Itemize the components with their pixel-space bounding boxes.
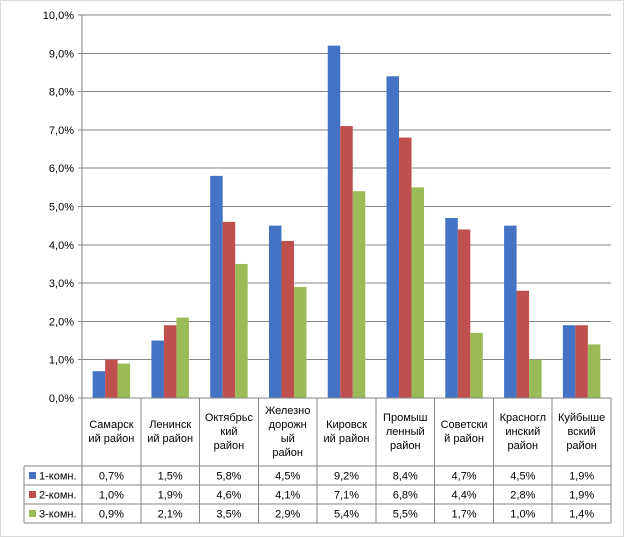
bar-2-комн. bbox=[399, 137, 412, 398]
data-label: 8,4% bbox=[393, 471, 418, 483]
category-label: ленный bbox=[386, 426, 425, 438]
y-tick-label: 6,0% bbox=[49, 163, 74, 175]
y-tick-label: 2,0% bbox=[49, 316, 74, 328]
category-label: район bbox=[214, 440, 245, 452]
y-tick-label: 0,0% bbox=[49, 393, 74, 405]
y-tick-label: 3,0% bbox=[49, 278, 74, 290]
bar-1-комн. bbox=[151, 340, 164, 398]
bar-3-комн. bbox=[293, 286, 307, 398]
y-tick-label: 5,0% bbox=[49, 202, 74, 214]
category-label: Октябрьс bbox=[205, 412, 254, 424]
data-label: 2,8% bbox=[510, 490, 535, 502]
data-label: 5,8% bbox=[216, 471, 241, 483]
data-label: 2,9% bbox=[275, 509, 300, 521]
y-tick-label: 10,0% bbox=[43, 10, 74, 22]
bar-1-комн. bbox=[504, 225, 517, 398]
bar-3-комн. bbox=[235, 263, 248, 398]
y-tick-label: 9,0% bbox=[49, 48, 74, 60]
legend-key-1-комн. bbox=[29, 472, 36, 479]
data-label: 4,5% bbox=[275, 471, 300, 483]
bar-2-комн. bbox=[222, 221, 236, 398]
category-label: район bbox=[566, 440, 597, 452]
category-label: Куйбыше bbox=[558, 412, 605, 424]
data-label: 2,1% bbox=[158, 509, 183, 521]
category-label: Кировск bbox=[326, 419, 367, 431]
category-label: ий район bbox=[88, 433, 134, 445]
bar-3-комн. bbox=[529, 359, 542, 398]
data-label: 1,9% bbox=[569, 490, 594, 502]
category-label: дорожн bbox=[269, 419, 307, 431]
legend-label: 1-комн. bbox=[39, 471, 77, 483]
bar-2-комн. bbox=[457, 229, 471, 398]
bar-1-комн. bbox=[210, 175, 223, 398]
data-label: 1,0% bbox=[510, 509, 535, 521]
data-label: 5,4% bbox=[334, 509, 359, 521]
data-label: 4,4% bbox=[452, 490, 477, 502]
category-label: й район bbox=[444, 433, 484, 445]
category-label: Железно bbox=[265, 405, 310, 417]
bar-3-комн. bbox=[176, 317, 189, 398]
y-tick-label: 7,0% bbox=[49, 125, 74, 137]
bar-1-комн. bbox=[268, 225, 282, 398]
legend-key-3-комн. bbox=[29, 510, 36, 517]
y-tick-label: 8,0% bbox=[49, 87, 74, 99]
data-label: 9,2% bbox=[334, 471, 359, 483]
bar-3-комн. bbox=[411, 187, 425, 398]
legend-label: 3-комн. bbox=[39, 509, 77, 521]
category-label: ый bbox=[281, 433, 295, 445]
data-label: 3,5% bbox=[216, 509, 241, 521]
bar-1-комн. bbox=[562, 325, 576, 398]
bar-1-комн. bbox=[327, 45, 341, 398]
category-label: Промыш bbox=[383, 412, 428, 424]
data-label: 4,6% bbox=[216, 490, 241, 502]
bar-2-комн. bbox=[281, 240, 294, 398]
category-label: Ленинск bbox=[149, 419, 191, 431]
category-label: инский bbox=[505, 426, 540, 438]
category-label: вский bbox=[567, 426, 595, 438]
bar-2-комн. bbox=[163, 325, 177, 398]
bar-1-комн. bbox=[386, 76, 400, 398]
bar-1-комн. bbox=[445, 217, 458, 398]
legend-label: 2-комн. bbox=[39, 490, 77, 502]
category-label: район bbox=[272, 447, 303, 459]
category-label: Красногл bbox=[500, 412, 547, 424]
y-tick-label: 1,0% bbox=[49, 355, 74, 367]
data-label: 4,1% bbox=[275, 490, 300, 502]
bar-2-комн. bbox=[340, 126, 353, 398]
bar-3-комн. bbox=[352, 191, 366, 398]
bar-3-комн. bbox=[117, 363, 131, 398]
legend-key-2-комн. bbox=[29, 491, 36, 498]
bar-1-комн. bbox=[92, 371, 106, 398]
category-label: Самарск bbox=[89, 419, 133, 431]
category-label: кий bbox=[220, 426, 237, 438]
data-label: 0,9% bbox=[99, 509, 124, 521]
bar-3-комн. bbox=[470, 332, 483, 398]
data-label: 1,9% bbox=[158, 490, 183, 502]
data-label: 1,4% bbox=[569, 509, 594, 521]
data-label: 0,7% bbox=[99, 471, 124, 483]
bar-2-комн. bbox=[575, 325, 588, 398]
data-label: 4,7% bbox=[452, 471, 477, 483]
category-label: район bbox=[508, 440, 539, 452]
category-label: Советски bbox=[441, 419, 488, 431]
bar-2-комн. bbox=[105, 359, 118, 398]
category-label: ий район bbox=[147, 433, 193, 445]
data-label: 1,9% bbox=[569, 471, 594, 483]
bar-2-комн. bbox=[516, 290, 530, 398]
category-label: район bbox=[390, 440, 421, 452]
category-label: ий район bbox=[324, 433, 370, 445]
data-label: 5,5% bbox=[393, 509, 418, 521]
data-label: 7,1% bbox=[334, 490, 359, 502]
data-label: 1,5% bbox=[158, 471, 183, 483]
data-label: 1,0% bbox=[99, 490, 124, 502]
data-label: 6,8% bbox=[393, 490, 418, 502]
bar-3-комн. bbox=[587, 344, 601, 398]
data-label: 4,5% bbox=[510, 471, 535, 483]
y-tick-label: 4,0% bbox=[49, 240, 74, 252]
data-label: 1,7% bbox=[452, 509, 477, 521]
